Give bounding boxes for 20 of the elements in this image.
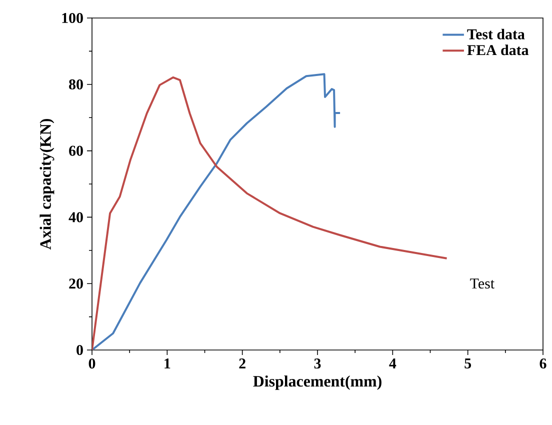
line-series [92, 73, 342, 350]
y-axis-title: Axial capacity(KN) [40, 118, 54, 250]
y-tick-label: 60 [69, 146, 83, 156]
y-tick-label: 40 [68, 212, 83, 222]
x-axis-title: Displacement(mm) [253, 375, 382, 390]
x-tick-label: 4 [389, 358, 396, 368]
x-tick-label: 0 [88, 358, 96, 369]
x-tick-label: 2 [239, 358, 246, 368]
annotation: Test [470, 278, 494, 289]
x-tick-label: 3 [314, 358, 321, 369]
x-tick-label: 5 [464, 358, 472, 368]
legend-label: Test data [467, 28, 525, 40]
line-series [92, 76, 448, 350]
y-tick-label: 20 [69, 278, 83, 289]
y-tick-label: 100 [62, 12, 83, 24]
legend-label: FEA data [467, 44, 529, 56]
y-tick-label: 0 [76, 344, 83, 356]
y-tick-label: 80 [69, 79, 83, 90]
x-tick-label: 6 [540, 358, 546, 369]
x-tick-label: 1 [164, 358, 170, 368]
